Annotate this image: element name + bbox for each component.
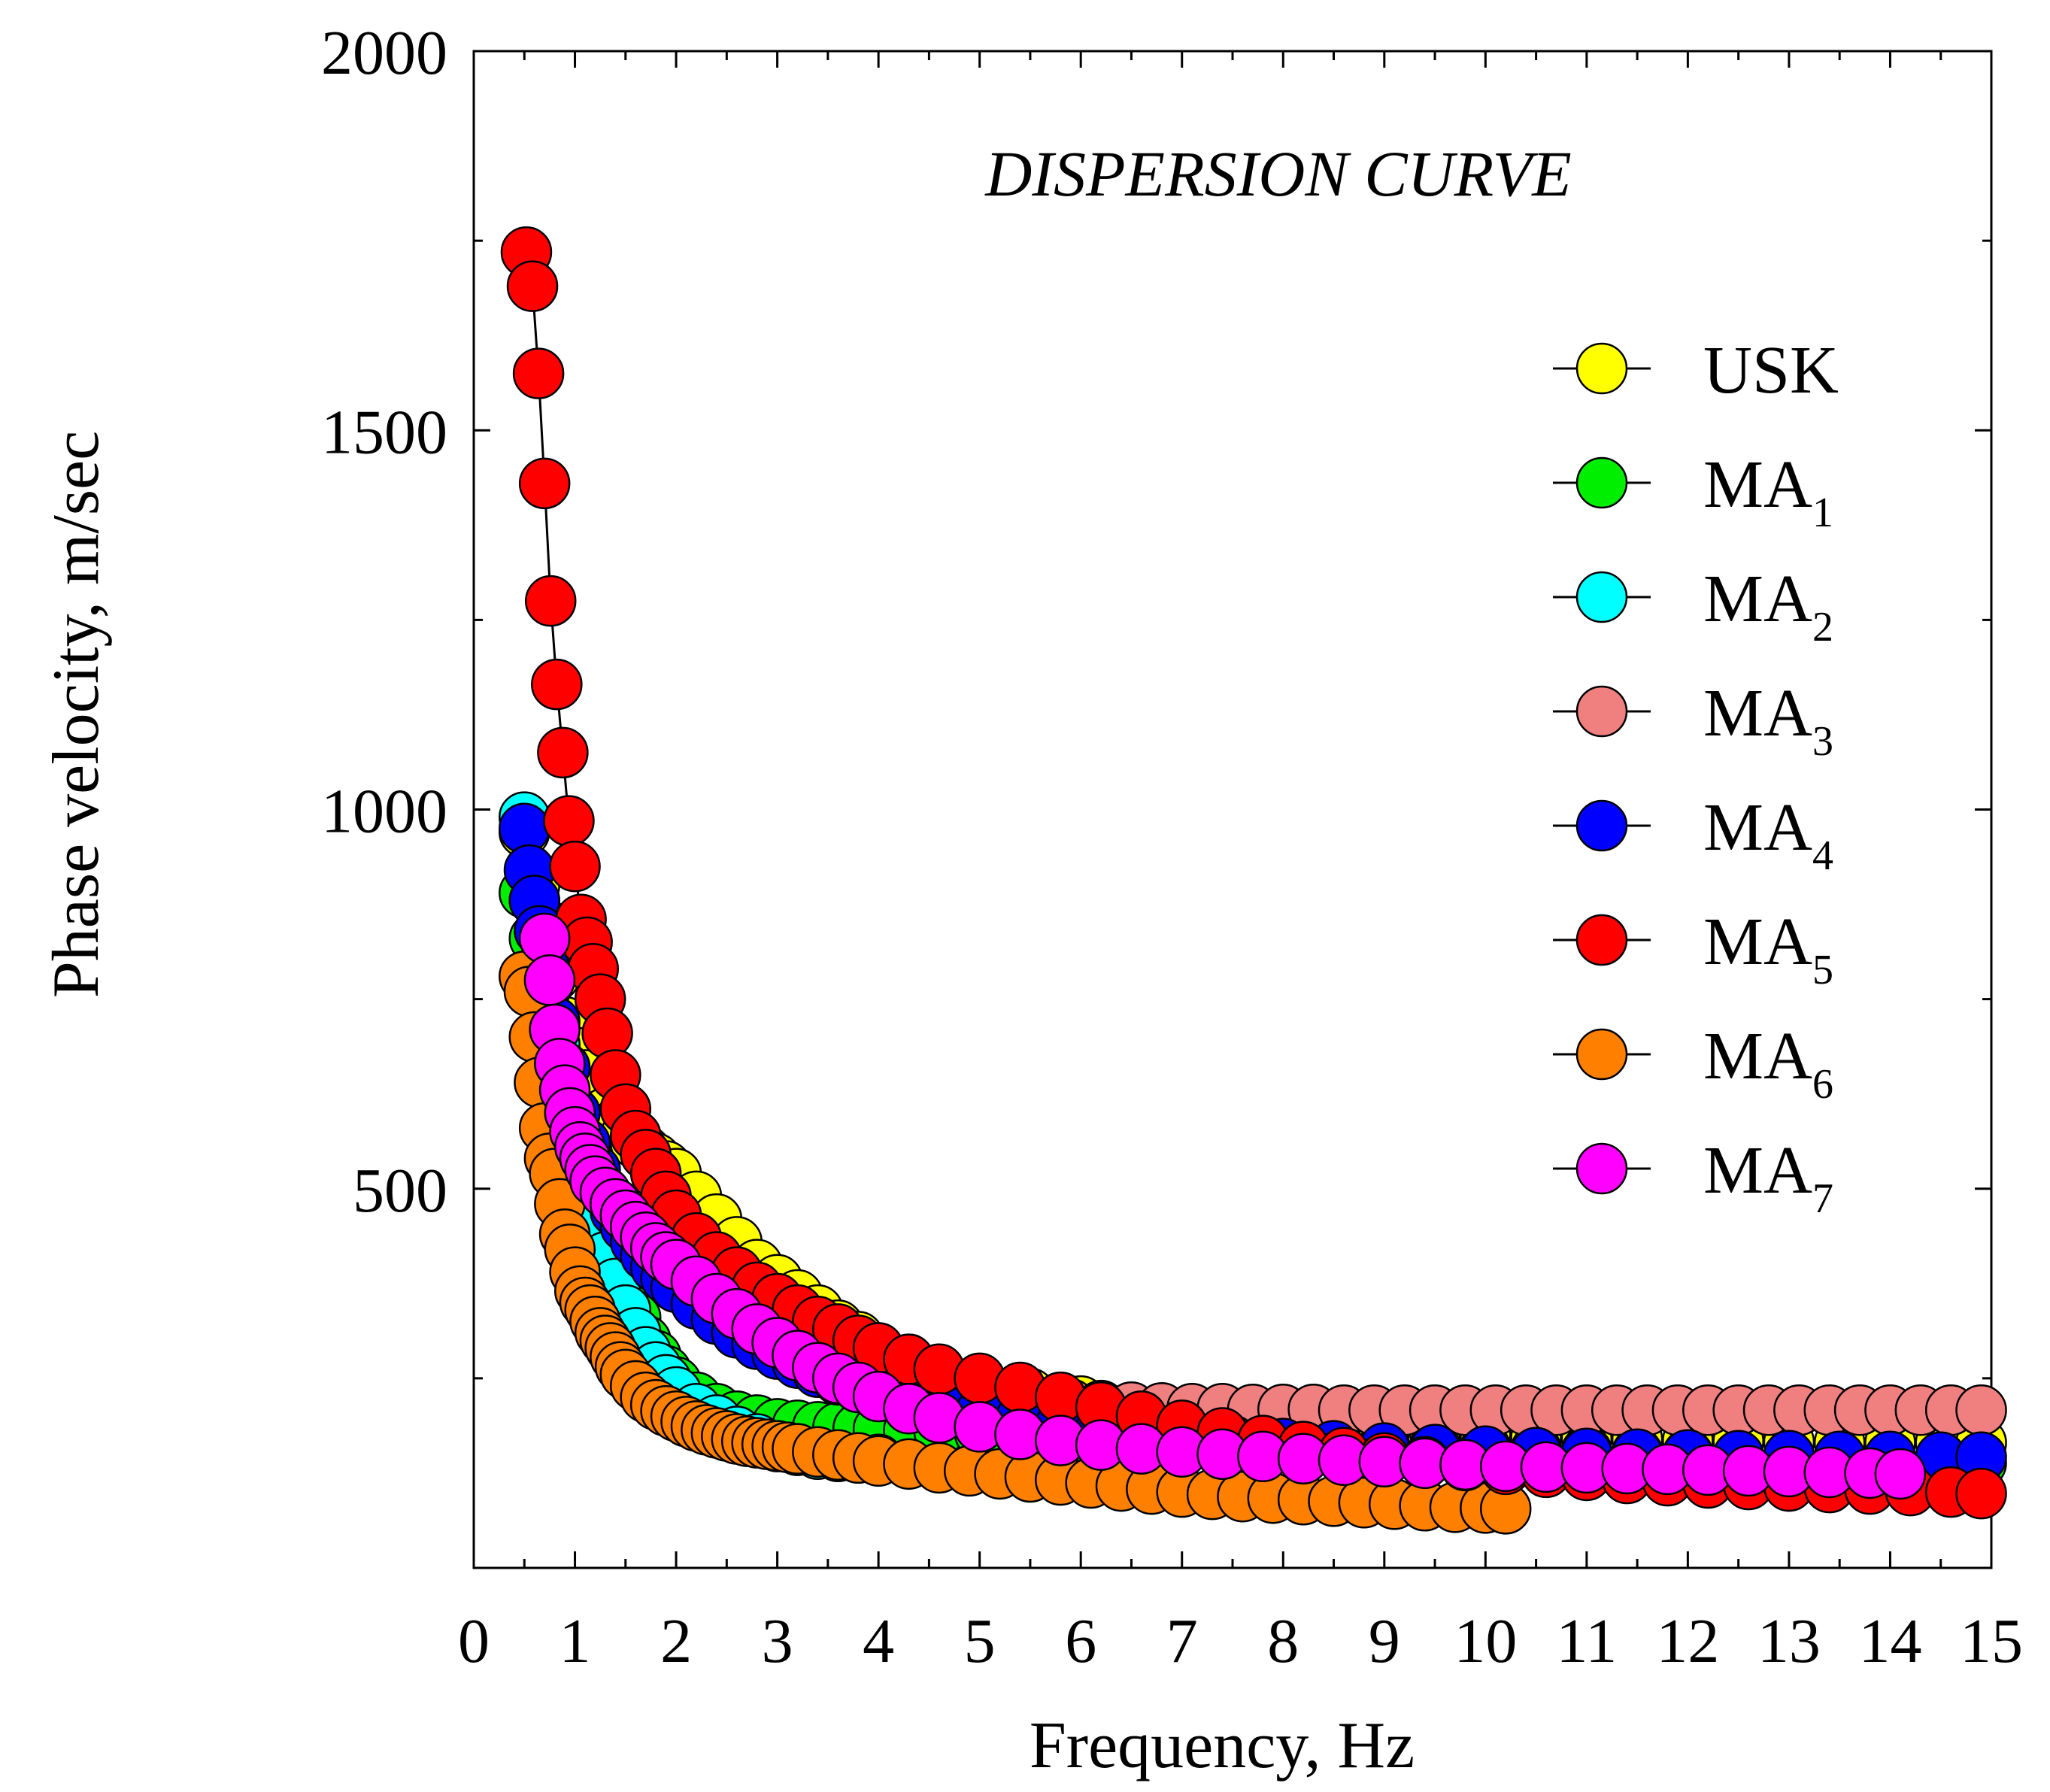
data-point-MA5: [506, 260, 559, 312]
axes-frame: [472, 50, 1993, 1569]
legend-item-USK: USK: [1553, 333, 1839, 408]
data-point-MA5: [537, 726, 589, 779]
legend-label: MA2: [1703, 562, 1833, 650]
legend-marker: [1575, 456, 1628, 509]
legend: USK MA1 MA2 MA3 MA4 MA5 MA6 MA7: [1553, 333, 1839, 1222]
legend-subscript: 4: [1812, 832, 1833, 879]
legend-marker: [1575, 914, 1628, 966]
x-tick-label: 1: [560, 1606, 591, 1676]
chart-title: DISPERSION CURVE: [984, 138, 1571, 210]
legend-item-MA3: MA3: [1553, 676, 1833, 765]
legend-label: USK: [1703, 333, 1839, 408]
x-tick-label: 0: [458, 1606, 490, 1676]
legend-item-MA6: MA6: [1553, 1019, 1833, 1108]
legend-marker: [1575, 1142, 1628, 1195]
data-point-MA5: [531, 658, 583, 711]
legend-item-MA4: MA4: [1553, 790, 1833, 879]
x-tick-label: 2: [660, 1606, 692, 1676]
legend-label: MA1: [1703, 447, 1833, 536]
series-layer: [499, 226, 2007, 1535]
legend-item-MA1: MA1: [1553, 447, 1833, 536]
legend-subscript: 7: [1812, 1175, 1833, 1222]
x-tick-label: 6: [1065, 1606, 1096, 1676]
legend-item-MA5: MA5: [1553, 905, 1833, 993]
data-point-MA5: [518, 457, 571, 510]
legend-marker: [1575, 799, 1628, 852]
legend-label: MA3: [1703, 676, 1833, 765]
series-MA6: [499, 951, 1532, 1535]
y-tick-label: 1500: [321, 397, 447, 467]
legend-label: MA7: [1703, 1133, 1833, 1222]
legend-subscript: 1: [1812, 490, 1833, 536]
data-point-MA5: [543, 795, 595, 847]
y-tick-label: 2000: [321, 18, 447, 88]
legend-marker: [1575, 1028, 1628, 1081]
legend-subscript: 5: [1812, 947, 1833, 993]
x-axis-title: Frequency, Hz: [1030, 1709, 1415, 1782]
x-tick-label: 7: [1166, 1606, 1198, 1676]
x-tick-label: 15: [1960, 1606, 2023, 1676]
legend-item-MA7: MA7: [1553, 1133, 1833, 1222]
y-tick-label: 500: [353, 1156, 447, 1226]
data-point-MA7: [523, 954, 576, 1006]
x-tick-label: 3: [762, 1606, 793, 1676]
x-tick-label: 10: [1454, 1606, 1517, 1676]
x-tick-label: 5: [964, 1606, 996, 1676]
x-tick-label: 11: [1556, 1606, 1617, 1676]
legend-subscript: 6: [1812, 1061, 1833, 1108]
data-point-MA5: [512, 347, 565, 399]
legend-label: MA4: [1703, 790, 1833, 879]
data-point-MA3: [1955, 1384, 2007, 1436]
y-axis-title: Phase velocity, m/sec: [40, 431, 113, 998]
legend-marker: [1575, 685, 1628, 738]
y-tick-label: 1000: [321, 777, 447, 847]
series-MA7: [518, 912, 1927, 1500]
legend-subscript: 3: [1812, 718, 1833, 765]
x-tick-label: 14: [1858, 1606, 1921, 1676]
x-tick-label: 4: [863, 1606, 894, 1676]
data-point-MA5: [524, 575, 577, 627]
x-tick-label: 9: [1369, 1606, 1400, 1676]
data-point-MA5: [549, 840, 601, 893]
legend-marker: [1575, 342, 1628, 395]
legend-subscript: 2: [1812, 604, 1833, 650]
x-tick-label: 13: [1757, 1606, 1821, 1676]
data-point-MA7: [1874, 1448, 1927, 1500]
legend-label: MA5: [1703, 905, 1833, 993]
legend-label: MA6: [1703, 1019, 1833, 1108]
data-point-MA5: [1955, 1467, 2007, 1520]
x-tick-label: 12: [1656, 1606, 1719, 1676]
x-tick-label: 8: [1267, 1606, 1299, 1676]
legend-marker: [1575, 571, 1628, 623]
legend-item-MA2: MA2: [1553, 562, 1833, 650]
